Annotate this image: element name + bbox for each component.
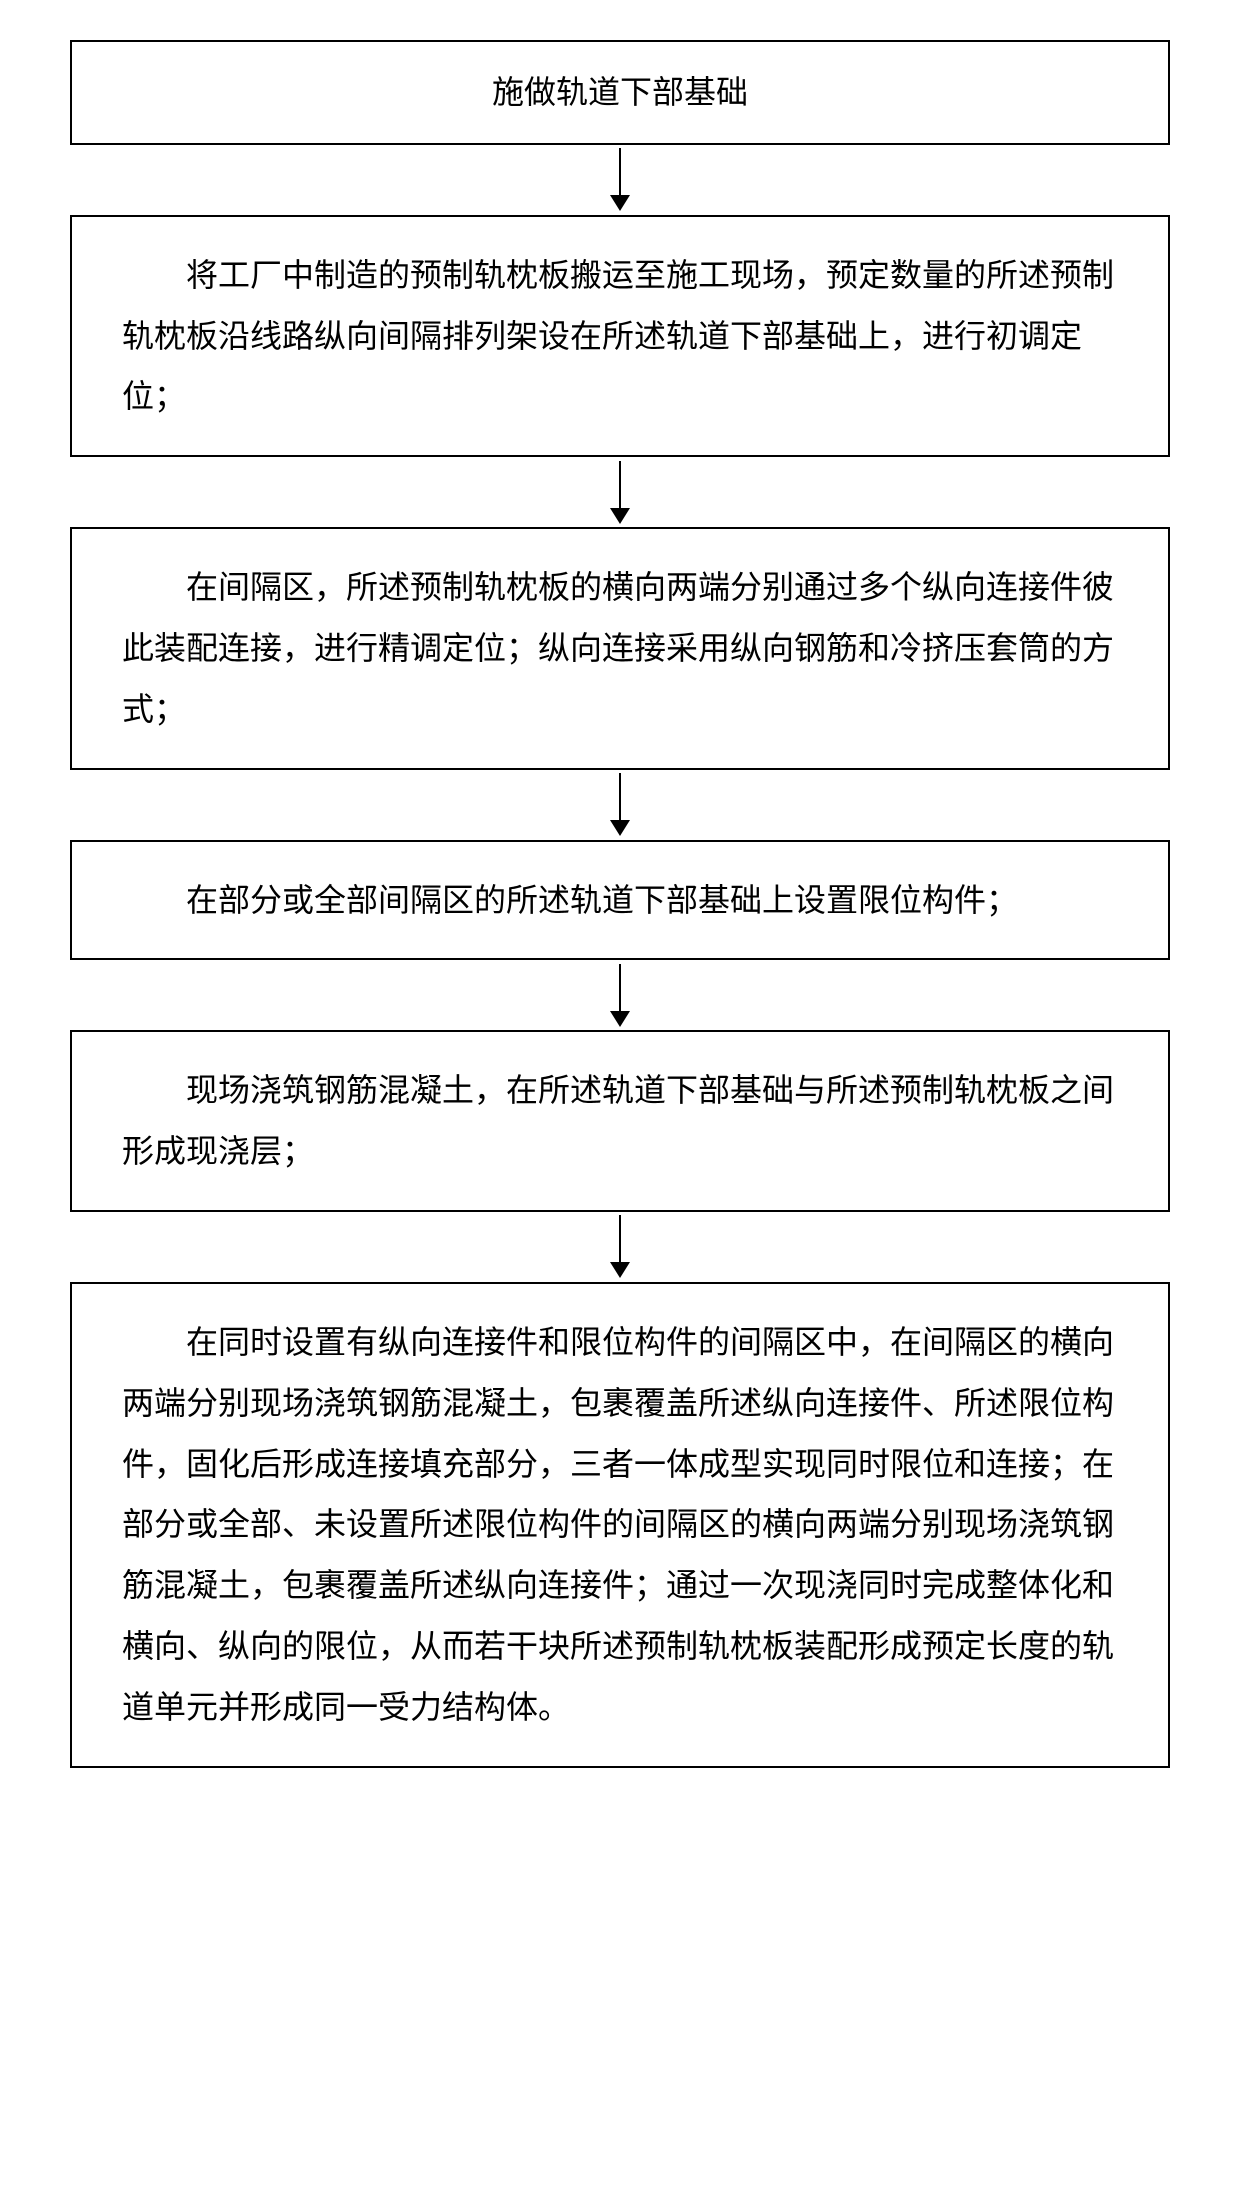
arrow-line bbox=[619, 773, 621, 821]
flowchart-node-2: 将工厂中制造的预制轨枕板搬运至施工现场，预定数量的所述预制轨枕板沿线路纵向间隔排… bbox=[70, 215, 1170, 457]
flowchart-node-3: 在间隔区，所述预制轨枕板的横向两端分别通过多个纵向连接件彼此装配连接，进行精调定… bbox=[70, 527, 1170, 769]
arrow-line bbox=[619, 964, 621, 1012]
node-text: 施做轨道下部基础 bbox=[492, 74, 748, 110]
arrow-icon bbox=[610, 770, 630, 840]
arrow-line bbox=[619, 1215, 621, 1263]
arrow-head-icon bbox=[610, 820, 630, 836]
arrow-icon bbox=[610, 960, 630, 1030]
flowchart-node-1: 施做轨道下部基础 bbox=[70, 40, 1170, 145]
arrow-head-icon bbox=[610, 195, 630, 211]
node-text: 在同时设置有纵向连接件和限位构件的间隔区中，在间隔区的横向两端分别现场浇筑钢筋混… bbox=[122, 1324, 1114, 1725]
node-text: 在间隔区，所述预制轨枕板的横向两端分别通过多个纵向连接件彼此装配连接，进行精调定… bbox=[122, 569, 1114, 727]
flowchart-container: 施做轨道下部基础 将工厂中制造的预制轨枕板搬运至施工现场，预定数量的所述预制轨枕… bbox=[70, 40, 1170, 1768]
node-text: 将工厂中制造的预制轨枕板搬运至施工现场，预定数量的所述预制轨枕板沿线路纵向间隔排… bbox=[122, 257, 1114, 415]
arrow-head-icon bbox=[610, 1262, 630, 1278]
node-text: 在部分或全部间隔区的所述轨道下部基础上设置限位构件； bbox=[186, 882, 1018, 918]
arrow-head-icon bbox=[610, 1011, 630, 1027]
flowchart-node-6: 在同时设置有纵向连接件和限位构件的间隔区中，在间隔区的横向两端分别现场浇筑钢筋混… bbox=[70, 1282, 1170, 1768]
arrow-icon bbox=[610, 1212, 630, 1282]
arrow-icon bbox=[610, 457, 630, 527]
flowchart-node-4: 在部分或全部间隔区的所述轨道下部基础上设置限位构件； bbox=[70, 840, 1170, 961]
arrow-head-icon bbox=[610, 508, 630, 524]
arrow-line bbox=[619, 148, 621, 196]
arrow-icon bbox=[610, 145, 630, 215]
arrow-line bbox=[619, 461, 621, 509]
node-text: 现场浇筑钢筋混凝土，在所述轨道下部基础与所述预制轨枕板之间形成现浇层； bbox=[122, 1072, 1114, 1169]
flowchart-node-5: 现场浇筑钢筋混凝土，在所述轨道下部基础与所述预制轨枕板之间形成现浇层； bbox=[70, 1030, 1170, 1212]
